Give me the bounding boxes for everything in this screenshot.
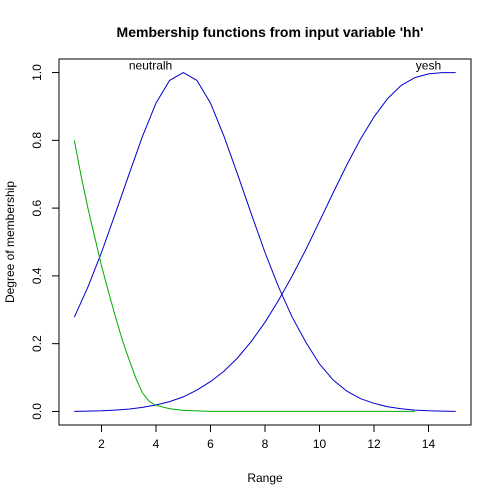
y-tick-label: 0.2: [30, 335, 44, 352]
series-line-2: [73, 140, 415, 412]
x-tick-label: 10: [313, 437, 327, 451]
y-tick-label: 0.4: [30, 267, 44, 284]
y-tick-label: 1.0: [30, 64, 44, 81]
series-line-neutralh: [73, 72, 456, 412]
x-tick-label: 2: [98, 437, 105, 451]
series-annotation: yesh: [416, 59, 441, 73]
x-axis: 2 4 6 8 10 12 14: [98, 425, 435, 451]
x-tick-label: 4: [153, 437, 160, 451]
series-layer: [73, 72, 456, 412]
series-annotation: neutralh: [129, 59, 172, 73]
y-axis: 0.0 0.2 0.4 0.6 0.8 1.0: [30, 64, 59, 420]
x-axis-label: Range: [247, 471, 283, 485]
x-tick-label: 8: [262, 437, 269, 451]
y-axis-label: Degree of membership: [3, 181, 17, 303]
plot-frame: [58, 58, 472, 426]
y-tick-label: 0.8: [30, 132, 44, 149]
x-tick-label: 14: [422, 437, 436, 451]
series-line-yesh: [74, 72, 456, 412]
annotation-layer: neutralh yesh: [129, 59, 441, 73]
y-tick-label: 0.6: [30, 199, 44, 216]
y-tick-label: 0.0: [30, 403, 44, 420]
x-tick-label: 6: [207, 437, 214, 451]
x-tick-label: 12: [367, 437, 381, 451]
chart-title: Membership functions from input variable…: [117, 24, 424, 40]
